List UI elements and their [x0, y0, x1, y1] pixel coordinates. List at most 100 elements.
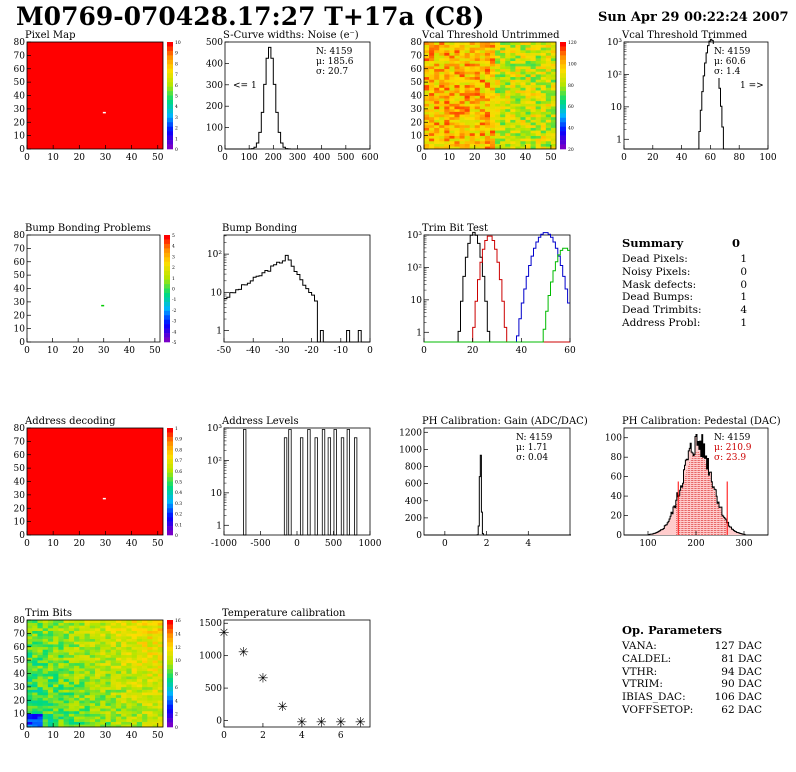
- trimbit-ytick-label: 1: [416, 328, 422, 338]
- param-label: VOFFSETOP:: [622, 704, 694, 716]
- vcalu-ytick-label: 30: [411, 105, 423, 115]
- trimbits-ytick-label: 50: [14, 656, 26, 666]
- addrlev-ytick-label: 10³: [207, 424, 222, 434]
- trimbit-ytick-label: 10²: [407, 263, 422, 273]
- addrlev-peak: [353, 437, 358, 536]
- trimbits-xtick-label: 20: [74, 731, 86, 741]
- param-value: 94 DAC: [721, 665, 762, 678]
- addrlev-title: Address Levels: [221, 416, 299, 427]
- addrlev-ytick-label: 10²: [207, 456, 222, 466]
- ped-stat: σ: 23.9: [714, 453, 746, 463]
- vcalu-xtick-label: 0: [421, 153, 427, 163]
- addr-spot: [102, 497, 106, 500]
- pixelmap-fill: [27, 42, 163, 149]
- bump-colorbar-label: -3: [172, 319, 177, 325]
- trimbits-colorbar-label: 0: [175, 725, 178, 731]
- addrlev-xtick-label: 1000: [359, 539, 382, 549]
- addrlev-peak: [243, 429, 247, 536]
- pixelmap-ytick-label: 10: [14, 132, 26, 142]
- bump-colorbar-label: 5: [172, 233, 175, 239]
- trimbits-xtick-label: 50: [152, 731, 164, 741]
- bump-colorbar-label: 4: [172, 244, 175, 250]
- vcalt-ytick-label: 1: [616, 135, 622, 145]
- bb-histogram: [224, 254, 370, 343]
- bump-xtick-label: 50: [149, 346, 161, 356]
- vcalu-xtick-label: 40: [520, 153, 532, 163]
- vcalu-ytick-label: 10: [411, 132, 423, 142]
- param-label: VANA:: [622, 640, 657, 652]
- summary-value: 1: [740, 317, 747, 329]
- bump-ytick-label: 70: [14, 244, 26, 254]
- summary-label: Dead Pixels:: [622, 253, 688, 265]
- scurve-ytick-label: 500: [206, 38, 223, 48]
- pixelmap-colorbar-label: 10: [175, 40, 181, 46]
- temp-xtick-label: 6: [338, 731, 344, 741]
- param-label: VTHR:: [622, 665, 658, 678]
- pixelmap-ytick-label: 50: [14, 78, 26, 88]
- scurve-xtick-label: 400: [313, 153, 330, 163]
- vcalt-xtick-label: 100: [759, 153, 776, 163]
- addrlev-peak: [321, 429, 326, 536]
- pixelmap-xtick-label: 10: [47, 153, 59, 163]
- gain-ytick-label: 1200: [399, 428, 422, 438]
- pixelmap-colorbar-label: 7: [175, 72, 178, 78]
- addr-xtick-label: 10: [47, 539, 59, 549]
- param-value: 106 DAC: [714, 691, 762, 704]
- ped-histogram: [624, 434, 768, 536]
- bump-xtick-label: 0: [24, 346, 30, 356]
- bump-colorbar-label: -4: [172, 329, 177, 335]
- bb-title: Bump Bonding: [222, 223, 298, 234]
- pixelmap-ytick-label: 80: [14, 38, 26, 48]
- temp-ytick-label: 0: [216, 717, 222, 727]
- vcalu-ytick-label: 20: [411, 118, 423, 128]
- addr-ytick-label: 50: [14, 464, 26, 474]
- addrlev-xtick-label: 500: [325, 539, 342, 549]
- vcalu-colorbar-label: 20: [568, 147, 574, 153]
- page-title: M0769-070428.17:27 T+17a (C8): [16, 2, 485, 31]
- bump-xtick-label: 40: [124, 346, 136, 356]
- pixelmap-xtick-label: 20: [74, 153, 86, 163]
- ped-xtick-label: 300: [735, 539, 752, 549]
- vcalt-ytick-label: 10: [611, 103, 623, 113]
- gain-plot: PH Calibration: Gain (ADC/DAC) 0 2 4 0 200 400…: [399, 416, 588, 549]
- trimbits-colorbar-label: 8: [175, 672, 178, 678]
- bb-xtick-label: -20: [304, 346, 319, 356]
- gain-ytick-label: 1000: [399, 445, 422, 455]
- trimbit-series: [424, 247, 570, 343]
- bump-colorbar-label: 0: [172, 287, 175, 293]
- scurve-stat: σ: 20.7: [316, 67, 348, 77]
- vcalt-ytick-label: 10³: [607, 38, 622, 48]
- ped-title: PH Calibration: Pedestal (DAC): [622, 416, 781, 427]
- scurve-title: S-Curve widths: Noise (e⁻): [223, 30, 359, 41]
- bump-xtick-label: 20: [72, 346, 84, 356]
- vcalu-plot: Vcal Threshold Untrimmed 0 10 20 30 40 50 0 10 20…: [411, 30, 577, 163]
- pixelmap-colorbar-label: 0: [175, 147, 178, 153]
- bump-xtick-label: 10: [47, 346, 59, 356]
- addr-colorbar-label: 0.6: [175, 469, 182, 475]
- trimbit-title: Trim Bit Test: [422, 223, 488, 234]
- bb-xtick-label: -40: [246, 346, 261, 356]
- vcalu-ytick-label: 60: [411, 65, 423, 75]
- temp-point: ✳: [257, 671, 268, 686]
- pixelmap-colorbar-label: 4: [175, 104, 178, 110]
- scurve-stat: N: 4159: [316, 47, 353, 57]
- vcalt-ytick-label: 10²: [607, 70, 622, 80]
- bump-ytick-label: 40: [14, 285, 26, 295]
- vcalt-stat: N: 4159: [714, 47, 751, 57]
- pixelmap-ytick-label: 0: [19, 145, 25, 155]
- pixelmap-ytick-label: 40: [14, 92, 26, 102]
- gain-xtick-label: 0: [442, 539, 448, 549]
- addr-colorbar-label: 0.1: [175, 522, 182, 528]
- trimbit-xtick-label: 60: [564, 346, 576, 356]
- trimbits-colorbar-label: 10: [175, 658, 181, 664]
- scurve-xtick-label: 200: [265, 153, 282, 163]
- trimbits-colorbar-label: 14: [175, 631, 181, 637]
- ped-ytick-label: 100: [605, 434, 622, 444]
- vcalt-xtick-label: 20: [647, 153, 659, 163]
- addr-xtick-label: 20: [74, 539, 86, 549]
- scurve-ytick-label: 400: [206, 59, 223, 69]
- trimbits-colorbar-label: 4: [175, 698, 178, 704]
